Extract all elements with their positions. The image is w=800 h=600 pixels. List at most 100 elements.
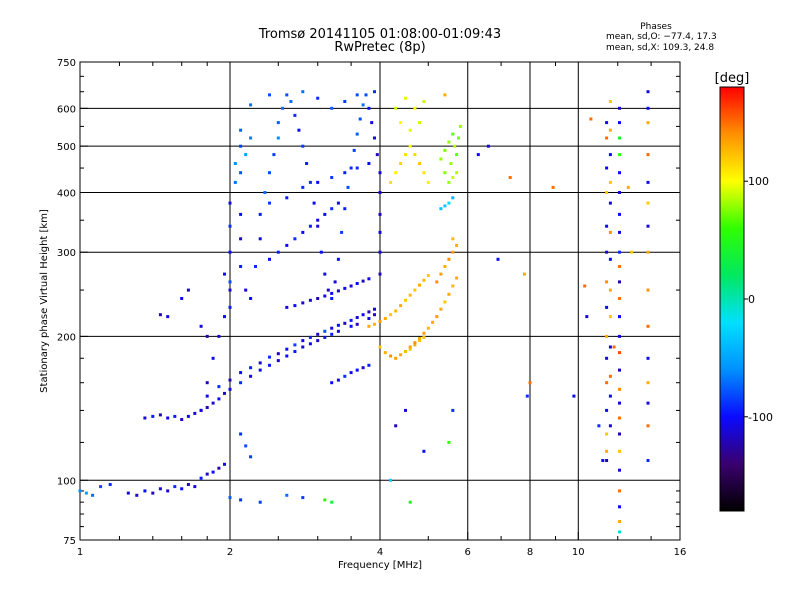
data-point: [193, 411, 197, 415]
data-point: [217, 385, 221, 389]
data-point: [408, 144, 412, 148]
chart-subtitle: RwPretec (8p): [334, 40, 426, 55]
data-point: [426, 180, 430, 184]
data-point: [439, 307, 443, 311]
data-point: [323, 212, 327, 216]
data-point: [258, 500, 262, 504]
data-point: [605, 166, 609, 170]
data-point: [78, 489, 82, 493]
data-point: [589, 117, 593, 121]
data-point: [605, 121, 609, 125]
data-point: [608, 288, 612, 292]
data-point: [166, 315, 170, 319]
data-point: [239, 237, 243, 241]
data-point: [158, 413, 162, 417]
data-point: [330, 500, 334, 504]
data-point: [289, 100, 293, 103]
data-point: [323, 335, 327, 339]
data-point: [389, 478, 393, 482]
data-point: [370, 121, 374, 125]
data-point: [228, 201, 232, 205]
data-point: [378, 171, 382, 175]
data-point: [301, 185, 305, 189]
data-point: [316, 297, 320, 300]
data-point: [205, 406, 209, 409]
data-point: [223, 391, 226, 395]
data-point: [605, 136, 609, 140]
phase-stats-heading: Phases: [640, 22, 672, 32]
data-point: [451, 408, 455, 412]
data-point: [316, 180, 320, 184]
data-point: [336, 201, 340, 205]
data-point: [605, 250, 609, 254]
data-point: [439, 207, 443, 211]
data-point: [228, 288, 232, 292]
data-point: [413, 343, 417, 347]
data-point: [258, 212, 262, 216]
data-point: [258, 361, 262, 365]
data-point: [605, 305, 609, 309]
data-point: [217, 466, 221, 470]
data-point: [399, 121, 403, 125]
data-point: [618, 387, 621, 391]
data-point: [443, 204, 447, 208]
data-point: [383, 317, 387, 320]
data-point: [394, 309, 398, 313]
data-point: [646, 401, 650, 405]
data-point: [646, 381, 650, 385]
data-point: [293, 304, 297, 308]
data-point: [605, 449, 609, 453]
data-point: [272, 153, 276, 157]
data-point: [404, 298, 407, 302]
data-point: [239, 371, 243, 375]
data-point: [301, 90, 305, 94]
data-point: [135, 493, 139, 497]
data-point: [330, 381, 334, 385]
data-point: [223, 272, 226, 276]
data-point: [249, 366, 253, 370]
data-point: [126, 491, 130, 495]
data-point: [523, 272, 526, 276]
data-point: [422, 449, 426, 453]
data-point: [528, 381, 532, 385]
data-point: [618, 468, 621, 472]
data-point: [301, 230, 305, 234]
data-point: [451, 132, 455, 136]
data-point: [435, 280, 439, 284]
data-point: [618, 136, 621, 140]
data-point: [447, 201, 451, 205]
data-point: [336, 323, 340, 327]
data-point: [199, 476, 203, 480]
data-point: [608, 230, 612, 234]
data-point: [367, 162, 371, 165]
data-point: [268, 93, 271, 97]
data-point: [239, 212, 243, 216]
colorbar-tick-label: 0: [748, 293, 755, 306]
data-point: [605, 356, 609, 360]
data-point: [618, 505, 621, 509]
data-point: [330, 176, 334, 179]
data-point: [285, 305, 289, 309]
data-point: [326, 288, 330, 292]
x-tick-label: 6: [465, 547, 471, 558]
data-point: [285, 347, 289, 351]
data-point: [486, 144, 490, 148]
data-point: [276, 121, 280, 125]
data-point: [413, 288, 417, 292]
data-point: [646, 250, 650, 254]
data-point: [333, 280, 337, 284]
data-point: [355, 368, 359, 372]
data-point: [455, 153, 459, 157]
phase-stats-o-mode: mean, sd,O: −77.4, 17.3: [606, 32, 717, 42]
data-point: [233, 180, 237, 184]
colorbar-tick-label: -100: [748, 411, 773, 424]
data-point: [451, 176, 455, 179]
data-point: [455, 276, 459, 280]
x-tick-label: 16: [674, 547, 687, 558]
data-point: [244, 153, 248, 157]
data-point: [343, 321, 347, 325]
data-point: [443, 93, 447, 97]
colorbar-unit-label: [deg]: [715, 71, 750, 86]
data-point: [343, 286, 347, 290]
